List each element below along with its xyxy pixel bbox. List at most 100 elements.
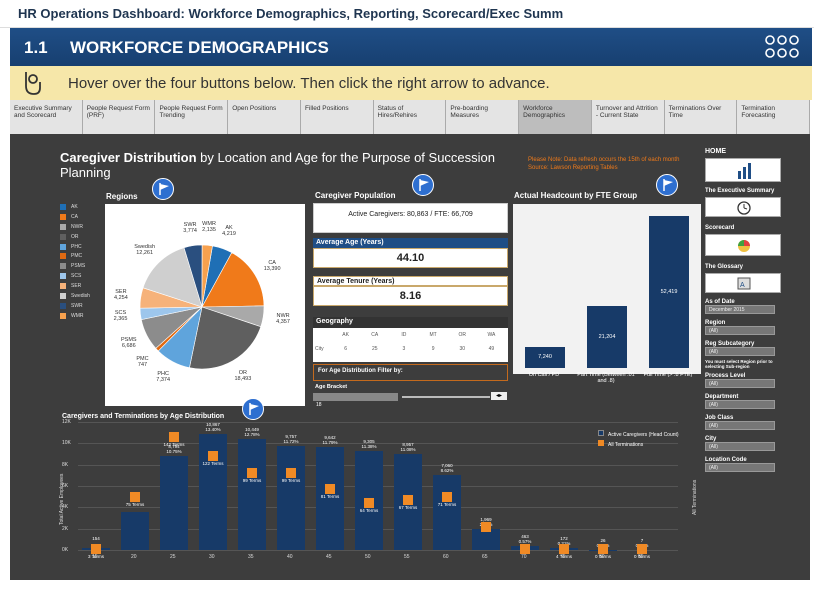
dashboard-image: Executive Summary and Scorecard People Re…: [10, 100, 811, 580]
location-dropdown[interactable]: (All): [705, 463, 775, 472]
headcount-info-button[interactable]: [656, 174, 678, 196]
pie-label: NWR 4,357: [276, 313, 290, 326]
grid-line: [78, 550, 678, 551]
department-dropdown[interactable]: (All): [705, 400, 775, 409]
age-dist-info-button[interactable]: [242, 398, 264, 420]
reg-sub-label: Reg Subcategory: [705, 341, 755, 347]
tab-8[interactable]: Turnover and Attrition - Current State: [591, 100, 665, 134]
glossary-button[interactable]: A: [705, 273, 781, 293]
regions-pie-chart: [139, 244, 265, 370]
x-tick: 65: [482, 554, 488, 560]
tab-10[interactable]: Termination Forecasting: [737, 100, 811, 134]
refresh-note: Please Note: Data refresh occurs the 15t…: [528, 156, 728, 172]
age-bar-label: 154: [92, 536, 100, 542]
legend-text: NWR: [71, 223, 83, 230]
fte-bar: [587, 306, 627, 368]
city-dropdown[interactable]: (All): [705, 442, 775, 451]
legend-swatch: [60, 253, 66, 260]
age-filter-box: For Age Distribution Filter by:: [313, 364, 508, 381]
age-bar-label: 463 0.57%: [518, 534, 532, 545]
region-note: You must select Region prior to selectin…: [705, 359, 773, 369]
avg-age-card: Average Age (Years) 44.10: [313, 238, 508, 268]
tab-5[interactable]: Status of Hires/Rehires: [373, 100, 447, 134]
section-title: WORKFORCE DEMOGRAPHICS: [70, 38, 329, 57]
geo-header-row: AK CA ID MT OR WA: [313, 328, 508, 338]
age-bracket-label: Age Bracket: [315, 384, 348, 390]
region-label: Region: [705, 320, 726, 326]
age-bar-label: 8,794 10.75%: [166, 444, 182, 455]
x-tick: 85: [638, 554, 644, 560]
term-label: 122 Terms: [202, 461, 224, 466]
home-label: HOME: [705, 148, 726, 155]
term-marker: [286, 468, 296, 478]
headcount-label: Actual Headcount by FTE Group: [514, 191, 638, 200]
tab-1[interactable]: People Request Form (PRF): [82, 100, 156, 134]
pie-label: CA 13,390: [263, 259, 281, 272]
pointer-hand-icon: [18, 68, 50, 98]
y-tick: 6K: [62, 483, 69, 489]
x-tick: 60: [443, 554, 449, 560]
x-tick: 55: [404, 554, 410, 560]
legend-item: CA: [60, 212, 104, 222]
term-label: 67 Terms: [398, 505, 418, 510]
grid-line: [78, 443, 678, 445]
tab-7[interactable]: Workforce Demographics: [519, 100, 592, 134]
y2-axis-label: All Terminations: [692, 479, 698, 515]
process-dropdown[interactable]: (All): [705, 379, 775, 388]
age-bracket-dropdown[interactable]: 18: [313, 393, 398, 408]
x-tick: 40: [287, 554, 293, 560]
tab-0[interactable]: Executive Summary and Scorecard: [10, 100, 83, 134]
job-class-dropdown[interactable]: (All): [705, 421, 775, 430]
geo-col-header: OR: [458, 332, 467, 338]
legend-text: CA: [71, 213, 78, 220]
term-label: 81 Terms: [320, 494, 340, 499]
legend-text: WMR: [71, 312, 84, 319]
population-info-button[interactable]: [412, 174, 434, 196]
legend-item: AK: [60, 202, 104, 212]
process-label: Process Level: [705, 373, 746, 379]
geography-label: Geography: [313, 317, 508, 328]
age-bar-label: 9,757 11.72%: [283, 433, 299, 444]
asof-dropdown[interactable]: December 2015: [705, 305, 775, 314]
tab-6[interactable]: Pre-boarding Measures: [446, 100, 520, 134]
glossary-label: The Glossary: [705, 264, 744, 270]
instruction-bar: Hover over the four buttons below. Then …: [10, 66, 812, 100]
pie-label: AK 4,219: [222, 225, 236, 238]
pie-label: SER 4,254: [114, 289, 128, 302]
term-label: 99 Terms: [242, 478, 262, 483]
legend-item: PSMS: [60, 261, 104, 271]
age-bracket-slider[interactable]: [402, 396, 490, 398]
menu-grid-icon[interactable]: [764, 34, 802, 60]
regions-info-button[interactable]: [152, 178, 174, 200]
age-slider-arrows[interactable]: ◂▸: [491, 392, 507, 400]
age-bar: [160, 456, 188, 550]
legend-swatch: [60, 223, 66, 230]
home-button[interactable]: [705, 158, 781, 182]
legend-item: PHC: [60, 242, 104, 252]
legend-swatch: [60, 233, 66, 240]
region-dropdown[interactable]: (All): [705, 326, 775, 335]
tab-4[interactable]: Filled Positions: [300, 100, 374, 134]
fte-bar-value: 7,240: [538, 354, 552, 361]
bar-chart-icon: [738, 163, 751, 179]
scorecard-button[interactable]: [705, 234, 781, 256]
term-marker: [364, 498, 374, 508]
tab-3[interactable]: Open Positions: [228, 100, 301, 134]
legend-terms: All Terminations: [608, 442, 644, 448]
age-bar-label: 10,449 12.78%: [244, 426, 260, 437]
y-tick: 2K: [62, 525, 69, 532]
asof-label: As of Date: [705, 299, 735, 305]
avg-age-label: Average Age (Years): [313, 238, 508, 248]
lower-chart-legend: Active Caregivers (Head Count) All Termi…: [598, 430, 679, 450]
exec-summary-button[interactable]: [705, 197, 781, 217]
tab-9[interactable]: Terminations Over Time: [664, 100, 738, 134]
reg-sub-dropdown[interactable]: (All): [705, 347, 775, 356]
gauge-icon: [738, 240, 750, 252]
legend-text: SWR: [71, 302, 83, 309]
legend-swatch: [60, 283, 66, 290]
window-title-bar: HR Operations Dashboard: Workforce Demog…: [0, 0, 814, 28]
tab-2[interactable]: People Request Form Trending: [155, 100, 229, 134]
x-tick: 15: [92, 554, 98, 560]
term-marker: [559, 544, 569, 554]
x-tick: 75: [560, 554, 566, 560]
